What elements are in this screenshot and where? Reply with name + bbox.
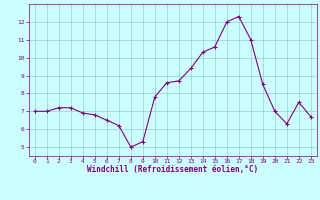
X-axis label: Windchill (Refroidissement éolien,°C): Windchill (Refroidissement éolien,°C): [87, 165, 258, 174]
